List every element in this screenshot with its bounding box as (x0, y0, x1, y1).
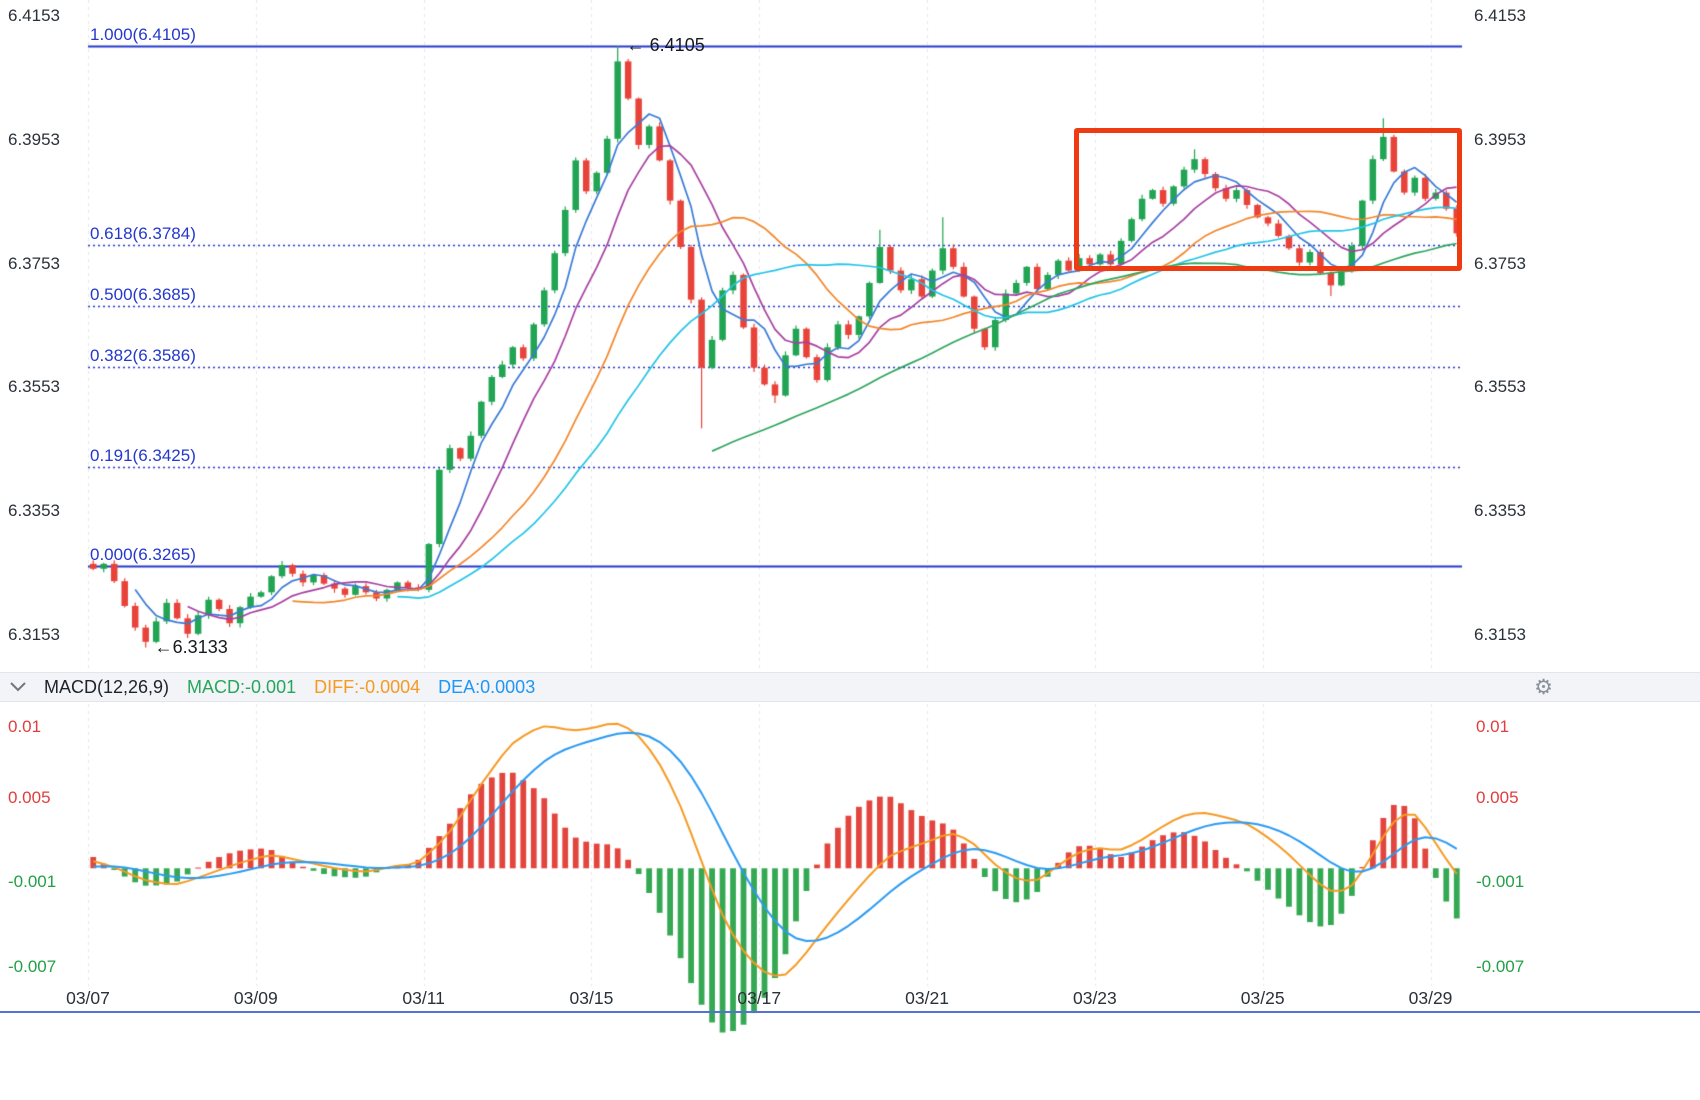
bottom-border-line (0, 1011, 1700, 1013)
date-label: 03/09 (233, 988, 278, 1008)
price-tick-label: 6.3153 (8, 625, 60, 644)
price-tick-label: 6.3353 (8, 501, 60, 521)
macd-tick-label: 0.005 (1476, 787, 1519, 807)
price-tick-label: 6.3753 (8, 253, 60, 273)
macd-tick-label: -0.001 (1476, 872, 1525, 892)
date-label: 03/15 (569, 988, 614, 1008)
fib-level-label: 0.500(6.3685) (90, 284, 196, 304)
macd-tick-label: 0.01 (8, 717, 42, 737)
macd-tick-label: -0.007 (1476, 957, 1525, 977)
date-label: 03/11 (402, 988, 445, 1008)
price-tick-label: 6.4153 (1474, 6, 1526, 26)
price-tick-label: 6.4153 (8, 6, 60, 26)
fib-level-label: 0.191(6.3425) (90, 445, 196, 465)
date-label: 03/17 (737, 988, 782, 1008)
price-tick-label: 6.3953 (8, 129, 60, 149)
extreme-price-annotation: ← 6.4105 (626, 34, 705, 55)
macd-tick-label: -0.007 (8, 957, 57, 977)
date-label: 03/21 (905, 988, 949, 1008)
extreme-price-annotation: ←6.3133 (154, 637, 228, 658)
chevron-down-icon (10, 682, 26, 692)
macd-value: MACD:-0.001 (187, 676, 297, 697)
price-tick-label: 6.3353 (1474, 501, 1526, 521)
fib-level-label: 1.000(6.4105) (90, 24, 196, 44)
price-tick-label: 6.3553 (8, 377, 60, 397)
macd-tick-label: -0.001 (8, 872, 57, 892)
price-tick-label: 6.3953 (1474, 129, 1526, 149)
gear-icon[interactable]: ⚙ (1534, 675, 1553, 699)
macd-tick-label: 0.01 (1476, 717, 1510, 737)
date-label: 03/25 (1240, 988, 1285, 1008)
date-label: 03/29 (1408, 988, 1453, 1008)
price-tick-label: 6.3553 (1474, 377, 1526, 397)
macd-tick-label: 0.005 (8, 787, 51, 807)
price-tick-label: 6.3153 (1474, 625, 1526, 644)
diff-value: DIFF:-0.0004 (314, 676, 421, 697)
highlight-box (1073, 128, 1462, 271)
fib-level-label: 0.382(6.3586) (90, 346, 196, 366)
price-tick-label: 6.3753 (1474, 253, 1526, 273)
macd-header-bar: MACD(12,26,9) MACD:-0.001 DIFF:-0.0004 D… (0, 672, 1700, 702)
macd-title: MACD(12,26,9) (44, 676, 170, 697)
fib-level-label: 0.618(6.3784) (90, 223, 196, 243)
fib-level-label: 0.000(6.3265) (90, 544, 196, 564)
date-label: 03/23 (1072, 988, 1117, 1008)
date-label: 03/07 (66, 988, 110, 1008)
dea-value: DEA:0.0003 (438, 676, 536, 697)
collapse-panel-button[interactable] (10, 682, 26, 692)
